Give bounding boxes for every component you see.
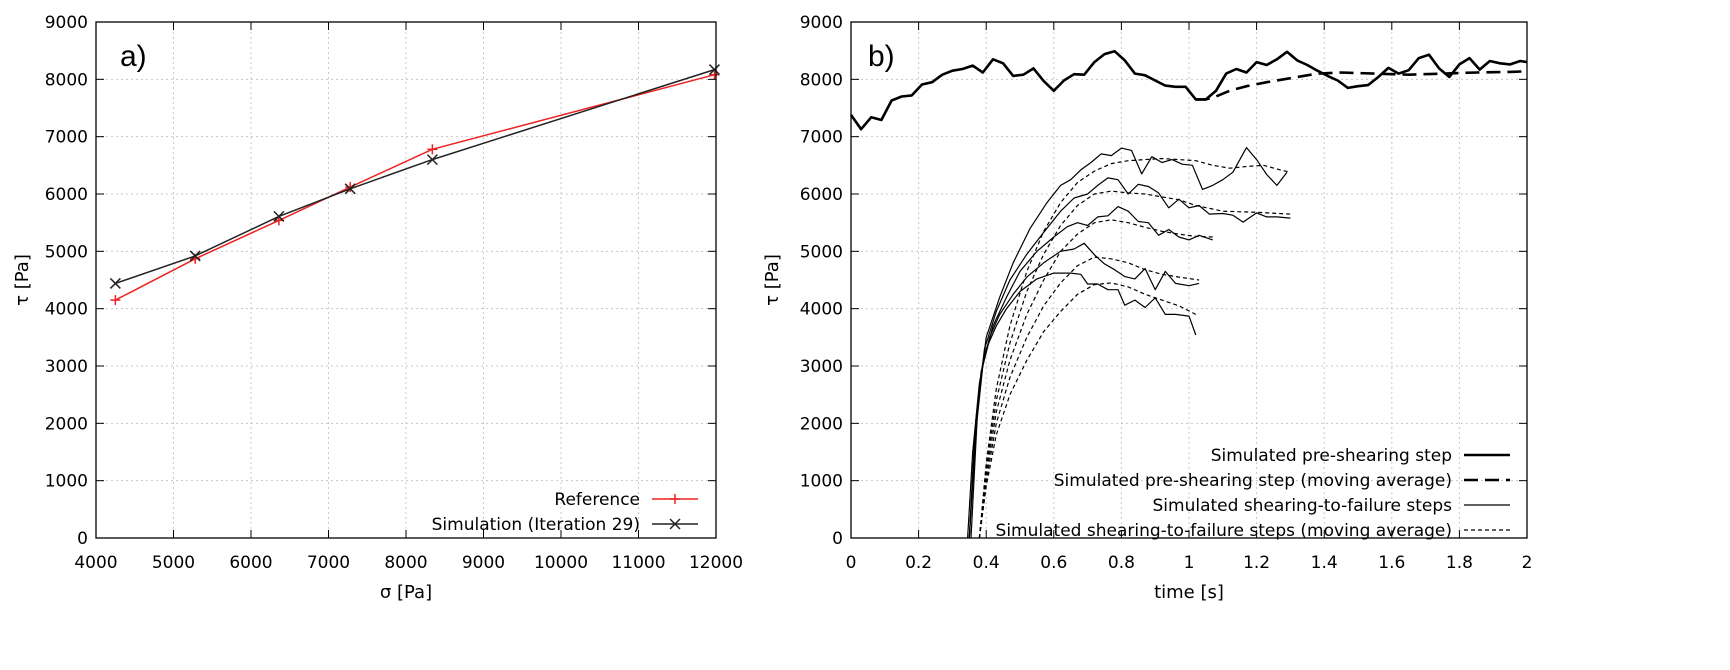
pre-shearing-thick-solid-line [849, 49, 1528, 131]
cross-marker [344, 183, 356, 195]
y-tick-label: 5000 [45, 242, 88, 262]
series-line-0 [115, 73, 715, 301]
legend-label: Simulated pre-shearing step (moving aver… [1054, 471, 1452, 491]
legend-label: Reference [554, 490, 640, 510]
x-tick-label: 0.6 [1040, 553, 1067, 573]
y-tick-label: 5000 [800, 242, 843, 262]
x-tick-label: 1.8 [1446, 553, 1473, 573]
x-tick-label: 7000 [307, 553, 350, 573]
x-tick-label: 8000 [384, 553, 427, 573]
y-tick-label: 7000 [45, 128, 88, 148]
panel-b-legend: Simulated pre-shearing step Simulated pre… [996, 446, 1510, 541]
panel-b-ticks: 0 0.2 0.4 0.6 0.8 1 1.2 1.4 1.6 1.8 2 0 1000 2000 3000… [800, 13, 1533, 573]
y-tick-label: 3000 [800, 357, 843, 377]
y-tick-label: 1000 [45, 472, 88, 492]
y-tick-label: 6000 [800, 185, 843, 205]
y-tick-label: 4000 [45, 300, 88, 320]
y-tick-label: 1000 [800, 472, 843, 492]
y-tick-label: 7000 [800, 128, 843, 148]
panel-b-y-axis-label: τ [Pa] [762, 254, 783, 306]
y-tick-label: 0 [832, 529, 843, 549]
x-tick-label: 10000 [534, 553, 588, 573]
panel-a-grid [96, 22, 716, 538]
shearing-to-failure-thin-solid-line [968, 242, 1200, 539]
cross-marker [426, 154, 438, 166]
x-tick-label: 4000 [74, 553, 117, 573]
shearing-to-failure-thin-solid-line [967, 272, 1197, 539]
panel-b-series [849, 49, 1528, 539]
x-tick-label: 1.4 [1311, 553, 1338, 573]
panel-b-label: b) [868, 40, 895, 73]
x-tick-label: 2 [1522, 553, 1533, 573]
series-line-1 [115, 68, 715, 285]
y-tick-label: 6000 [45, 185, 88, 205]
x-tick-label: 1 [1184, 553, 1195, 573]
panel-a-legend: Reference Simulation (Iteration 29) [432, 490, 698, 535]
panel-a-label: a) [120, 40, 147, 73]
x-tick-label: 11000 [611, 553, 665, 573]
panel-a-x-axis-label: σ [Pa] [380, 582, 432, 603]
shearing-to-failure-thin-dashed-line [978, 219, 1213, 539]
y-tick-label: 9000 [800, 13, 843, 33]
x-tick-label: 5000 [152, 553, 195, 573]
y-tick-label: 2000 [45, 414, 88, 434]
shearing-to-failure-thin-solid-line [968, 177, 1291, 539]
y-tick-label: 4000 [800, 300, 843, 320]
y-tick-label: 3000 [45, 357, 88, 377]
y-tick-label: 8000 [45, 70, 88, 90]
x-tick-label: 6000 [229, 553, 272, 573]
panel-a-y-axis-label: τ [Pa] [12, 254, 33, 306]
cross-marker [109, 277, 121, 289]
legend-cross-marker [669, 518, 681, 530]
legend-label: Simulation (Iteration 29) [432, 515, 640, 535]
legend-label: Simulated shearing-to-failure steps [1153, 496, 1453, 516]
panel-a-ticks: 4000 5000 6000 7000 8000 9000 10000 11000 12000 0… [45, 13, 743, 573]
x-tick-label: 0.8 [1108, 553, 1135, 573]
cross-marker [273, 210, 285, 222]
shearing-to-failure-thin-solid-line [970, 147, 1288, 539]
x-tick-label: 9000 [462, 553, 505, 573]
panel-b-x-axis-label: time [s] [1154, 582, 1224, 603]
legend-label: Simulated shearing-to-failure steps (mov… [996, 521, 1452, 541]
x-tick-label: 1.6 [1378, 553, 1405, 573]
shearing-to-failure-thin-dashed-line [978, 190, 1291, 539]
panel-b-chart: 0 0.2 0.4 0.6 0.8 1 1.2 1.4 1.6 1.8 2 0 1000 2000 3000… [762, 13, 1532, 603]
cross-marker [189, 250, 201, 262]
panel-a-series [109, 64, 720, 306]
pre-shearing-thick-dashed-line [1195, 70, 1528, 101]
panel-a-chart: 4000 5000 6000 7000 8000 9000 10000 11000 12000 0… [12, 13, 743, 603]
y-tick-label: 0 [77, 529, 88, 549]
x-tick-label: 1.2 [1243, 553, 1270, 573]
shearing-to-failure-thin-dashed-line [978, 157, 1291, 539]
legend-label: Simulated pre-shearing step [1211, 446, 1452, 466]
x-tick-label: 0.2 [905, 553, 932, 573]
y-tick-label: 8000 [800, 70, 843, 90]
shearing-to-failure-thin-solid-line [968, 206, 1213, 539]
shearing-to-failure-thin-dashed-line [978, 256, 1200, 539]
panel-b-grid [851, 22, 1527, 538]
shearing-to-failure-thin-dashed-line [978, 282, 1197, 539]
cross-marker [708, 64, 720, 76]
x-tick-label: 12000 [689, 553, 743, 573]
y-tick-label: 2000 [800, 414, 843, 434]
x-tick-label: 0.4 [973, 553, 1000, 573]
x-tick-label: 0 [846, 553, 857, 573]
y-tick-label: 9000 [45, 13, 88, 33]
